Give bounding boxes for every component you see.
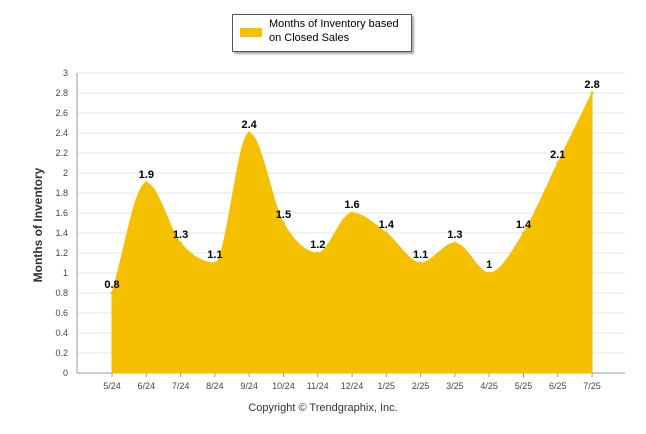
y-tick-label: 1 bbox=[63, 268, 68, 278]
x-tick-label: 8/24 bbox=[206, 381, 224, 391]
legend-swatch bbox=[240, 28, 262, 37]
legend: Months of Inventory based on Closed Sale… bbox=[232, 14, 412, 52]
y-tick-label: 0.2 bbox=[55, 348, 68, 358]
y-tick-label: 1.6 bbox=[55, 208, 68, 218]
x-tick-label: 1/25 bbox=[378, 381, 396, 391]
y-tick-label: 1.4 bbox=[55, 228, 68, 238]
data-label: 1.5 bbox=[276, 209, 291, 221]
x-axis-ticks: 5/24 6/24 7/24 8/24 9/24 10/24 11/24 12/24 1/25 2… bbox=[103, 373, 601, 391]
y-axis-title: Months of Inventory bbox=[31, 167, 45, 283]
y-tick-label: 2.4 bbox=[55, 128, 68, 138]
data-point bbox=[590, 91, 594, 95]
x-tick-label: 4/25 bbox=[480, 381, 498, 391]
y-tick-label: 1.2 bbox=[55, 248, 68, 258]
legend-label: Months of Inventory based on Closed Sale… bbox=[269, 17, 409, 45]
copyright-footer: Copyright © Trendgraphix, Inc. bbox=[248, 402, 398, 414]
y-tick-label: 3 bbox=[63, 68, 68, 78]
data-label: 1.3 bbox=[447, 229, 462, 241]
data-label: 1.3 bbox=[173, 229, 188, 241]
data-point bbox=[556, 161, 560, 165]
data-labels: 0.8 1.9 1.3 1.1 2.4 1.5 1.2 1.6 1.4 1.1 1.3 1 1.4 2.1… bbox=[104, 79, 599, 291]
data-point bbox=[144, 181, 148, 185]
x-tick-label: 2/25 bbox=[412, 381, 430, 391]
y-tick-label: 2.6 bbox=[55, 108, 68, 118]
data-point bbox=[521, 231, 525, 235]
x-tick-label: 3/25 bbox=[446, 381, 464, 391]
y-tick-label: 0 bbox=[63, 368, 68, 378]
x-tick-label: 7/24 bbox=[172, 381, 190, 391]
data-point bbox=[384, 231, 388, 235]
data-point bbox=[453, 241, 457, 245]
y-tick-label: 1.8 bbox=[55, 188, 68, 198]
x-tick-label: 7/25 bbox=[583, 381, 601, 391]
data-point bbox=[316, 251, 320, 255]
x-tick-label: 11/24 bbox=[307, 381, 329, 391]
data-label: 0.8 bbox=[104, 279, 119, 291]
legend-label-line2: on Closed Sales bbox=[269, 32, 350, 44]
data-point bbox=[487, 271, 491, 275]
y-axis-ticks: 0 0.2 0.4 0.6 0.8 1 1.2 1.4 1.6 1.8 2 2.2 2.4 2.6 2.8 3 bbox=[55, 68, 68, 378]
data-label: 1.6 bbox=[344, 199, 359, 211]
x-tick-label: 10/24 bbox=[272, 381, 295, 391]
y-tick-label: 2 bbox=[63, 168, 68, 178]
data-label: 1.1 bbox=[413, 249, 428, 261]
y-tick-label: 0.4 bbox=[55, 328, 68, 338]
data-label: 1 bbox=[486, 259, 492, 271]
x-tick-label: 5/24 bbox=[103, 381, 121, 391]
data-label: 1.9 bbox=[139, 169, 154, 181]
data-point bbox=[350, 211, 354, 215]
data-label: 2.8 bbox=[584, 79, 599, 91]
legend-label-line1: Months of Inventory based bbox=[269, 18, 399, 30]
data-label: 1.4 bbox=[379, 219, 395, 231]
data-point bbox=[213, 261, 217, 265]
data-label: 1.2 bbox=[310, 239, 325, 251]
y-tick-label: 0.6 bbox=[55, 308, 68, 318]
x-tick-label: 6/25 bbox=[549, 381, 567, 391]
y-tick-label: 2.2 bbox=[55, 148, 68, 158]
x-tick-label: 6/24 bbox=[138, 381, 156, 391]
y-tick-label: 2.8 bbox=[55, 88, 68, 98]
data-label: 1.1 bbox=[207, 249, 222, 261]
data-label: 1.4 bbox=[516, 219, 532, 231]
series-area bbox=[110, 91, 594, 374]
x-tick-label: 9/24 bbox=[240, 381, 258, 391]
data-point bbox=[419, 261, 423, 265]
x-tick-label: 5/25 bbox=[515, 381, 533, 391]
x-tick-label: 12/24 bbox=[341, 381, 364, 391]
data-point bbox=[247, 131, 251, 135]
data-label: 2.1 bbox=[550, 149, 565, 161]
y-tick-label: 0.8 bbox=[55, 288, 68, 298]
data-label: 2.4 bbox=[242, 119, 258, 131]
data-point bbox=[179, 241, 183, 245]
data-point bbox=[110, 291, 114, 295]
data-point bbox=[281, 221, 285, 225]
